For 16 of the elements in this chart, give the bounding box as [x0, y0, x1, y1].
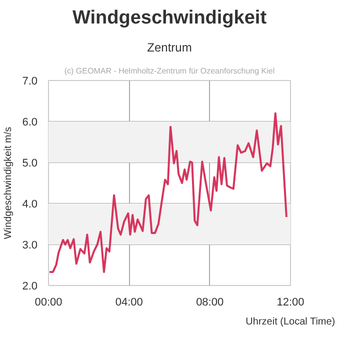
chart-title: Windgeschwindigkeit	[72, 8, 268, 28]
line-series	[48, 112, 288, 273]
x-tick-label: 12:00	[276, 296, 304, 308]
y-tick-label: 5.0	[22, 158, 38, 170]
y-tick-label: 7.0	[22, 76, 38, 88]
text: (c) GEOMAR - Helmholtz-Zentrum für Ozeanforschung Kiel	[64, 66, 275, 76]
x-axis-title: Uhrzeit (Local Time)	[246, 316, 336, 328]
chart-subtitle: Zentrum	[147, 40, 192, 54]
y-tick-label: 3.0	[22, 240, 38, 252]
x-tick-label: 08:00	[196, 296, 224, 308]
x-tick-label: 04:00	[115, 296, 143, 308]
y-tick-label: 6.0	[22, 116, 38, 128]
y-axis-title: Windgeschwindigkeit m/s	[3, 126, 14, 240]
y-tick-label: 2.0	[22, 280, 38, 292]
y-tick-label: 4.0	[22, 198, 38, 210]
x-tick-label: 00:00	[34, 296, 62, 308]
